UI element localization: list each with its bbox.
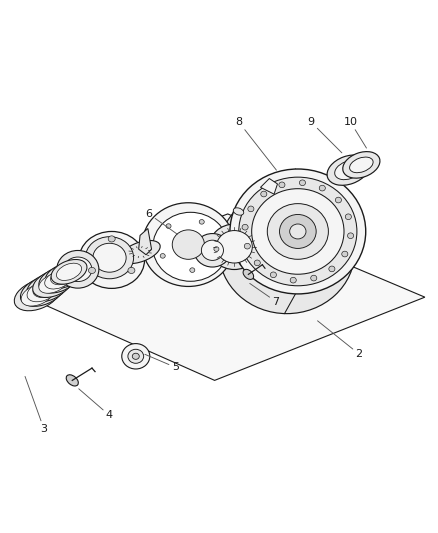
- Ellipse shape: [345, 214, 351, 220]
- Ellipse shape: [79, 231, 145, 288]
- Ellipse shape: [160, 254, 165, 258]
- Ellipse shape: [153, 212, 228, 281]
- Ellipse shape: [27, 272, 69, 302]
- Polygon shape: [83, 235, 129, 259]
- Ellipse shape: [336, 197, 342, 203]
- Text: 7: 7: [250, 284, 279, 306]
- Ellipse shape: [230, 169, 366, 294]
- Ellipse shape: [21, 276, 65, 306]
- Text: 9: 9: [307, 117, 342, 153]
- Ellipse shape: [85, 237, 134, 279]
- Text: 2: 2: [318, 321, 363, 359]
- Ellipse shape: [201, 240, 223, 261]
- Text: 4: 4: [79, 389, 113, 421]
- Ellipse shape: [243, 269, 254, 279]
- Ellipse shape: [270, 272, 276, 278]
- Ellipse shape: [128, 349, 144, 364]
- Ellipse shape: [27, 280, 58, 302]
- Ellipse shape: [21, 284, 53, 306]
- Ellipse shape: [279, 214, 316, 248]
- Ellipse shape: [248, 206, 254, 212]
- Ellipse shape: [166, 224, 171, 228]
- Ellipse shape: [199, 220, 204, 224]
- Ellipse shape: [33, 269, 74, 297]
- Ellipse shape: [51, 266, 77, 285]
- Ellipse shape: [216, 231, 252, 263]
- Ellipse shape: [45, 263, 82, 288]
- Ellipse shape: [64, 257, 92, 281]
- Ellipse shape: [242, 224, 248, 230]
- Polygon shape: [139, 229, 152, 255]
- Ellipse shape: [57, 263, 81, 280]
- Ellipse shape: [267, 204, 328, 259]
- Polygon shape: [261, 179, 278, 194]
- Ellipse shape: [261, 191, 267, 197]
- Ellipse shape: [279, 182, 285, 188]
- Ellipse shape: [347, 233, 353, 239]
- Ellipse shape: [244, 243, 251, 249]
- Ellipse shape: [172, 230, 205, 260]
- Ellipse shape: [39, 266, 78, 293]
- Ellipse shape: [254, 260, 260, 266]
- Ellipse shape: [300, 180, 306, 185]
- Ellipse shape: [343, 151, 380, 178]
- Ellipse shape: [290, 224, 306, 239]
- Ellipse shape: [122, 344, 150, 369]
- Ellipse shape: [88, 268, 95, 273]
- Ellipse shape: [39, 273, 67, 293]
- Text: 3: 3: [25, 376, 47, 433]
- Ellipse shape: [233, 208, 244, 215]
- Text: 10: 10: [343, 117, 367, 148]
- Ellipse shape: [311, 275, 317, 281]
- Ellipse shape: [219, 189, 355, 313]
- Ellipse shape: [252, 189, 344, 274]
- Text: 8: 8: [235, 117, 276, 170]
- Polygon shape: [18, 214, 425, 381]
- Ellipse shape: [319, 185, 325, 191]
- Ellipse shape: [335, 160, 362, 180]
- Ellipse shape: [290, 277, 296, 283]
- Ellipse shape: [120, 240, 160, 264]
- Ellipse shape: [209, 224, 259, 270]
- Ellipse shape: [194, 233, 231, 267]
- Ellipse shape: [14, 279, 60, 311]
- Ellipse shape: [66, 375, 78, 386]
- Ellipse shape: [33, 277, 63, 297]
- Ellipse shape: [329, 266, 335, 272]
- Ellipse shape: [108, 236, 115, 242]
- Polygon shape: [82, 249, 92, 277]
- Ellipse shape: [327, 155, 369, 185]
- Ellipse shape: [350, 157, 373, 173]
- Ellipse shape: [214, 247, 219, 252]
- Text: 5: 5: [145, 354, 179, 372]
- Ellipse shape: [132, 353, 139, 359]
- Ellipse shape: [51, 260, 87, 284]
- Ellipse shape: [93, 243, 126, 272]
- Ellipse shape: [342, 251, 348, 257]
- Ellipse shape: [190, 268, 195, 272]
- Ellipse shape: [239, 177, 357, 286]
- Ellipse shape: [45, 270, 72, 289]
- Ellipse shape: [57, 251, 99, 288]
- Text: 6: 6: [145, 209, 177, 234]
- Ellipse shape: [142, 203, 234, 286]
- Ellipse shape: [128, 268, 135, 273]
